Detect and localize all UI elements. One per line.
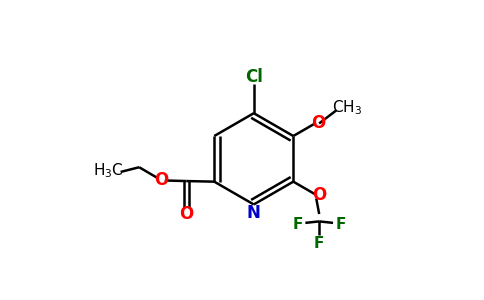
Text: Cl: Cl: [245, 68, 263, 86]
Text: F: F: [314, 236, 324, 251]
Text: N: N: [247, 204, 261, 222]
Text: H$_3$C: H$_3$C: [93, 161, 123, 180]
Text: O: O: [311, 115, 325, 133]
Text: O: O: [154, 172, 168, 190]
Text: F: F: [335, 218, 346, 232]
Text: O: O: [179, 205, 194, 223]
Text: CH$_3$: CH$_3$: [332, 98, 362, 117]
Text: O: O: [312, 186, 326, 204]
Text: F: F: [292, 218, 303, 232]
